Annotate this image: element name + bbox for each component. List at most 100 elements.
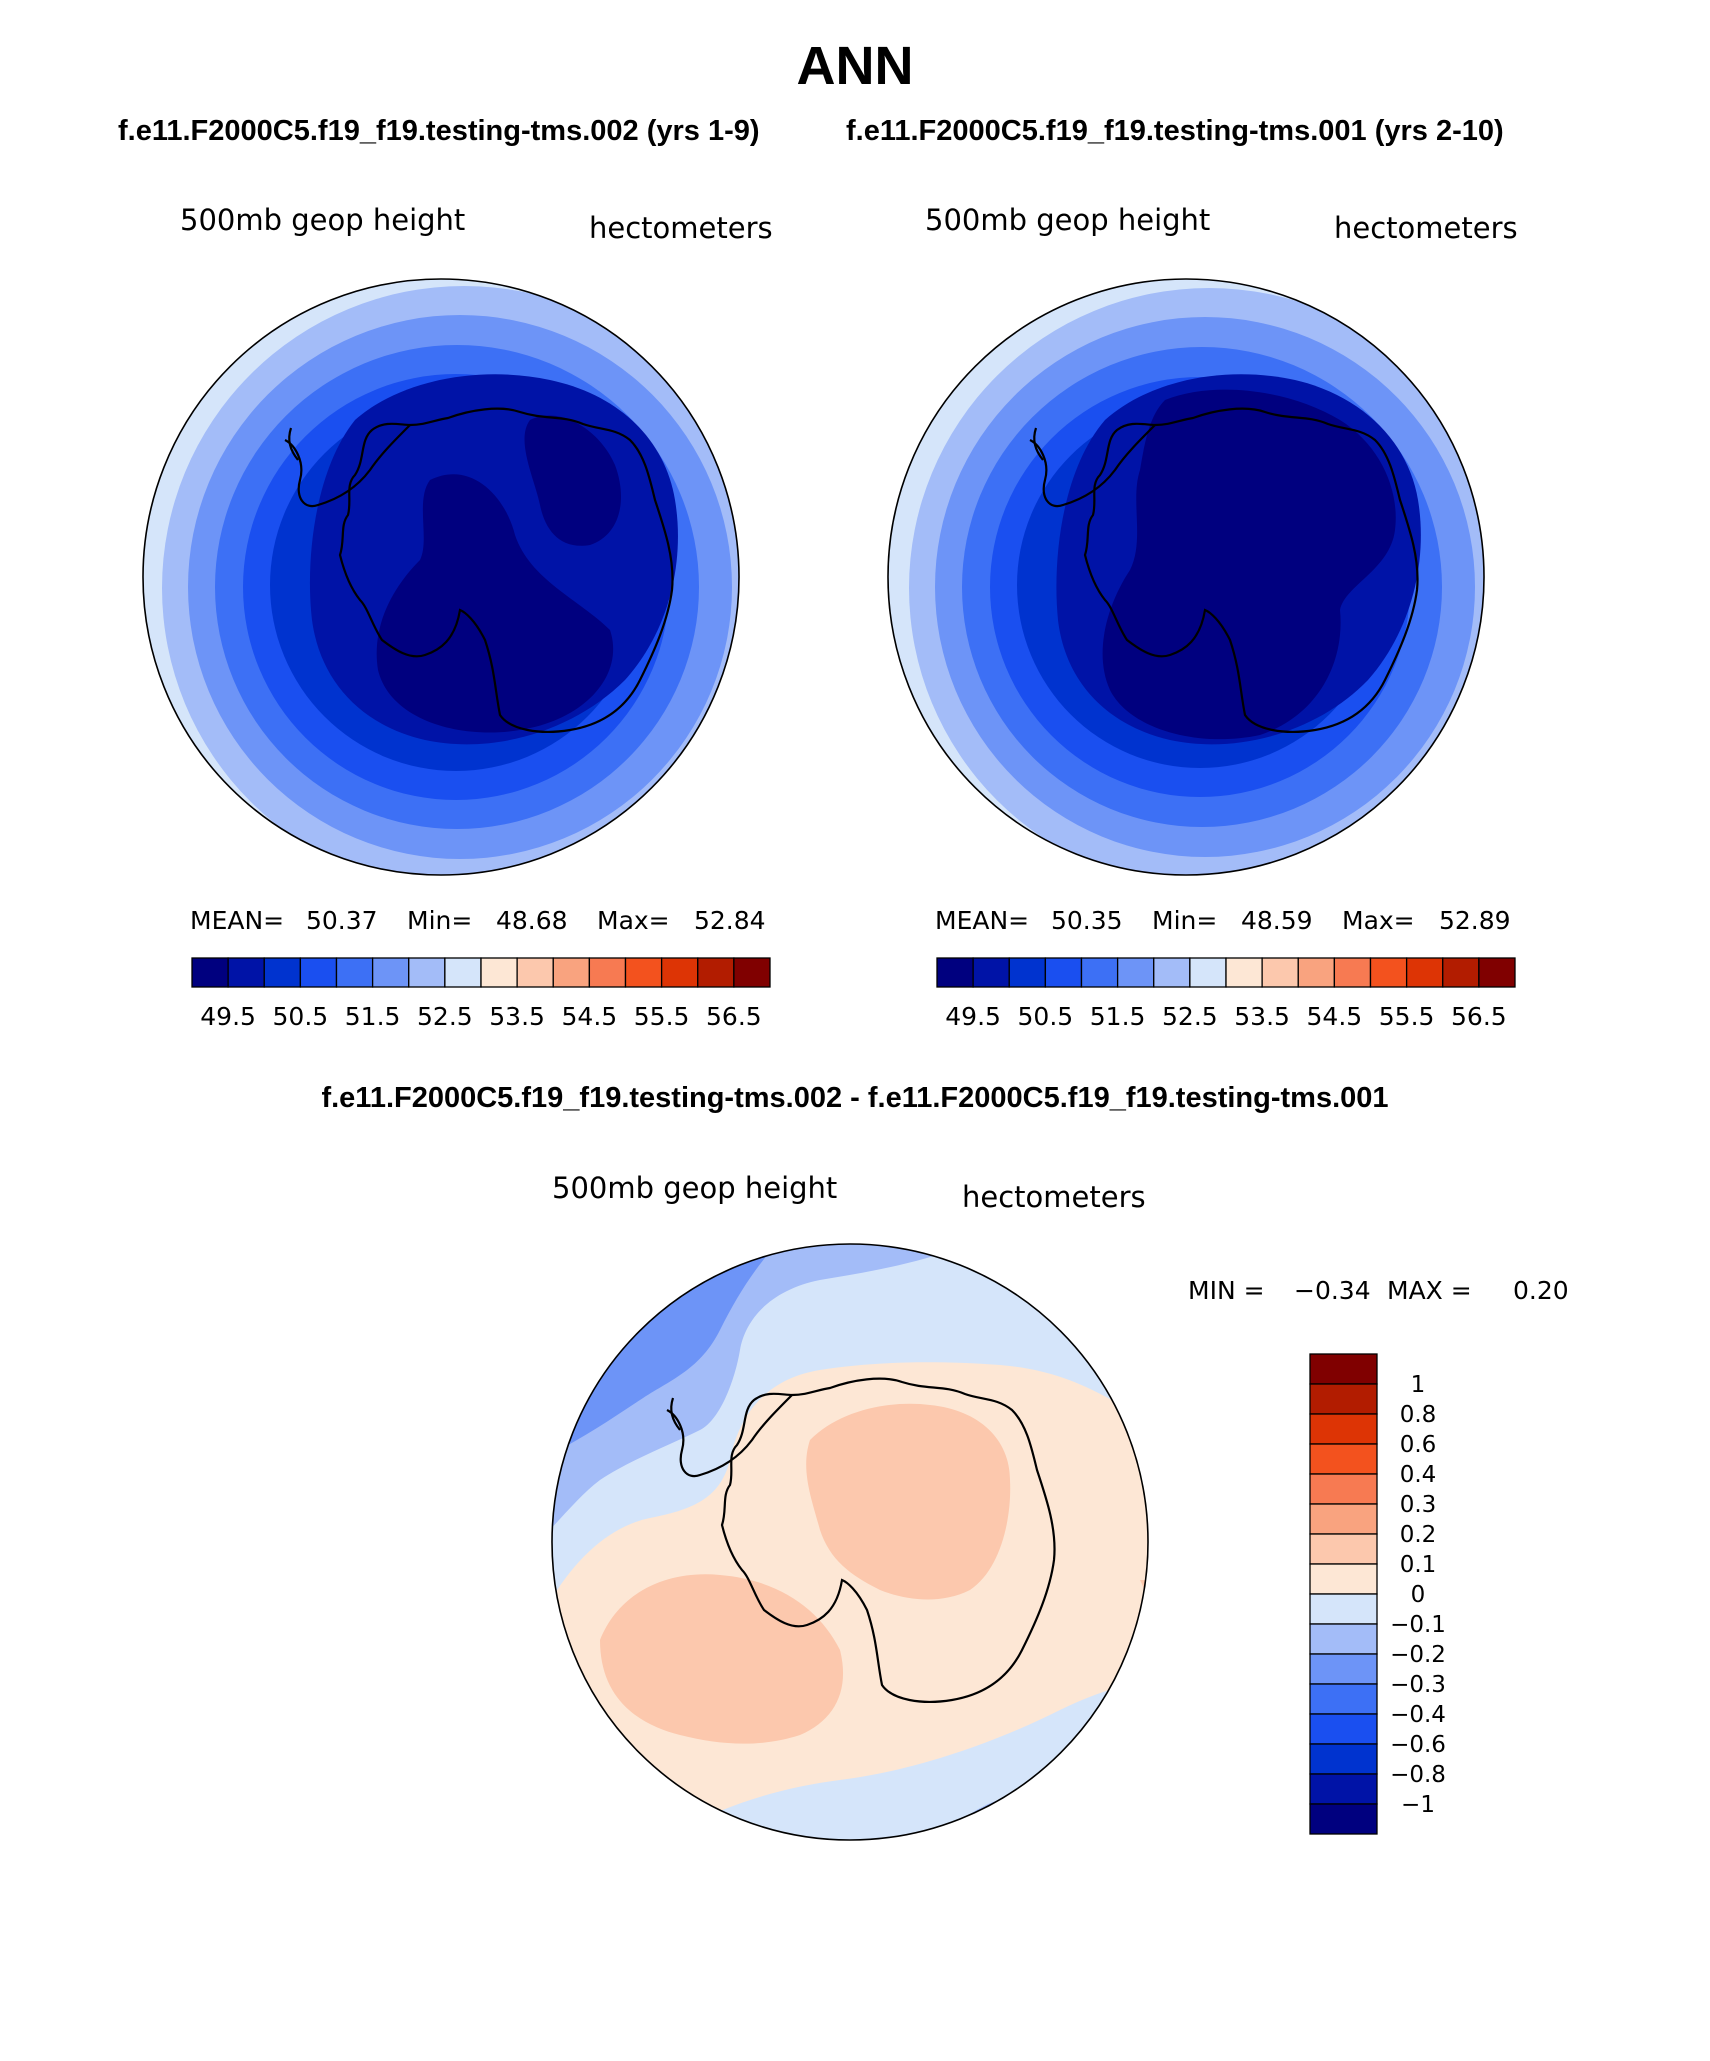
panel-a-colorbar-swatch-14 bbox=[697, 957, 735, 988]
diff-colorbar bbox=[1309, 1353, 1378, 1835]
diff-colorbar-swatch-1 bbox=[1309, 1383, 1378, 1415]
panel-a-colorbar-swatch-4 bbox=[335, 957, 374, 988]
diff-colorbar-swatch-15 bbox=[1309, 1803, 1378, 1835]
diff-colorbar-ticks: 1 0.8 0.6 0.4 0.3 0.2 0.1 0 −0.1 −0.2 −0.3 −0.4 −0.6… bbox=[1390, 1372, 1446, 1818]
panel-b-south-america-tip bbox=[1033, 427, 1044, 461]
panel-b-max-value: 52.89 bbox=[1439, 906, 1511, 935]
diff-colorbar-swatch-5 bbox=[1309, 1503, 1378, 1535]
diff-max-label: MAX = bbox=[1387, 1276, 1472, 1305]
panel-b-colorbar-tick-label: 54.5 bbox=[1307, 1002, 1363, 1031]
panel-a-colorbar-swatch-12 bbox=[624, 957, 663, 988]
panel-b-colorbar bbox=[936, 957, 1516, 988]
panel-a-colorbar-tick-label: 52.5 bbox=[417, 1002, 473, 1031]
diff-colorbar-tick-label: −0.8 bbox=[1390, 1762, 1446, 1788]
panel-a-colorbar-swatch-1 bbox=[227, 957, 265, 988]
diff-panel-variable-label: 500mb geop height bbox=[552, 1171, 837, 1205]
diff-colorbar-swatch-3 bbox=[1309, 1443, 1378, 1475]
diff-colorbar-swatch-14 bbox=[1309, 1773, 1378, 1805]
panel-a-colorbar-tick-label: 56.5 bbox=[706, 1002, 762, 1031]
diff-colorbar-tick-label: 0.6 bbox=[1400, 1432, 1437, 1458]
panel-a-colorbar-swatch-11 bbox=[588, 957, 627, 988]
panel-b-colorbar-swatch-2 bbox=[1008, 957, 1047, 988]
panel-b-colorbar-swatch-14 bbox=[1442, 957, 1480, 988]
diff-colorbar-tick-label: 0.2 bbox=[1400, 1522, 1437, 1548]
panel-b-units-label: hectometers bbox=[1334, 211, 1518, 245]
diff-colorbar-swatch-2 bbox=[1309, 1413, 1378, 1445]
panel-b-colorbar-swatch-7 bbox=[1189, 957, 1227, 988]
panel-b-colorbar-tick-label: 52.5 bbox=[1162, 1002, 1218, 1031]
diff-panel-south-america-tip bbox=[670, 1397, 681, 1431]
diff-min-label: MIN = bbox=[1188, 1276, 1265, 1305]
diff-colorbar-tick-label: −0.1 bbox=[1390, 1612, 1446, 1638]
panel-a-colorbar-swatch-6 bbox=[408, 957, 446, 988]
diff-colorbar-tick-label: 0.8 bbox=[1400, 1402, 1437, 1428]
diff-panel-antarctic-peninsula bbox=[666, 1394, 793, 1478]
panel-b-stats: MEAN= 50.35 Min= 48.59 Max= 52.89 bbox=[935, 906, 1511, 935]
diff-colorbar-tick-label: −0.2 bbox=[1390, 1642, 1446, 1668]
difference-header: f.e11.F2000C5.f19_f19.testing-tms.002 - … bbox=[321, 1082, 1388, 1114]
panel-b-colorbar-tick-label: 50.5 bbox=[1018, 1002, 1074, 1031]
diff-colorbar-tick-label: −0.6 bbox=[1390, 1732, 1446, 1758]
panel-a-colorbar-swatch-8 bbox=[480, 957, 518, 988]
panel-a-variable-label: 500mb geop height bbox=[180, 203, 465, 237]
panel-b-colorbar-swatch-4 bbox=[1080, 957, 1119, 988]
panel-a-south-america-tip bbox=[288, 427, 299, 461]
panel-a-colorbar-swatch-2 bbox=[263, 957, 302, 988]
panel-a-min-value: 48.68 bbox=[496, 906, 568, 935]
panel-b-colorbar-swatch-1 bbox=[972, 957, 1010, 988]
diff-colorbar-swatch-8 bbox=[1309, 1593, 1378, 1625]
panel-b-colorbar-swatch-6 bbox=[1153, 957, 1191, 988]
panel-b-mean-label: MEAN= bbox=[935, 906, 1029, 935]
panel-b-colorbar-swatch-15 bbox=[1478, 957, 1516, 988]
case-a-header: f.e11.F2000C5.f19_f19.testing-tms.002 (y… bbox=[118, 115, 760, 147]
diff-colorbar-tick-label: −1 bbox=[1401, 1792, 1435, 1818]
panel-b-colorbar-swatch-5 bbox=[1116, 957, 1155, 988]
panel-a-colorbar-swatch-15 bbox=[733, 957, 771, 988]
panel-a-map-outline bbox=[142, 278, 740, 876]
panel-a-stats: MEAN= 50.37 Min= 48.68 Max= 52.84 bbox=[190, 906, 766, 935]
diff-colorbar-tick-label: 0.3 bbox=[1400, 1492, 1437, 1518]
figure-title: ANN bbox=[797, 36, 914, 96]
panel-a-colorbar-tick-label: 49.5 bbox=[200, 1002, 256, 1031]
panel-b-colorbar-swatch-0 bbox=[936, 957, 974, 988]
diff-colorbar-swatch-7 bbox=[1309, 1563, 1378, 1595]
panel-b-mean-value: 50.35 bbox=[1051, 906, 1123, 935]
panel-a-colorbar-swatch-5 bbox=[371, 957, 410, 988]
diff-colorbar-swatch-13 bbox=[1309, 1743, 1378, 1775]
panel-a-max-label: Max= bbox=[597, 906, 670, 935]
diff-colorbar-tick-label: 0.4 bbox=[1400, 1462, 1437, 1488]
panel-b-colorbar-swatch-12 bbox=[1369, 957, 1408, 988]
panel-b-colorbar-swatch-9 bbox=[1261, 957, 1299, 988]
diff-band-0.1-to-0.2-west bbox=[600, 1574, 844, 1744]
panel-b-colorbar-swatch-13 bbox=[1405, 957, 1444, 988]
panel-b-colorbar-swatch-8 bbox=[1225, 957, 1263, 988]
diff-panel-antarctica-coastline bbox=[720, 1377, 1056, 1703]
diff-min-value: −0.34 bbox=[1294, 1276, 1371, 1305]
panel-a-mean-value: 50.37 bbox=[306, 906, 378, 935]
panel-b-variable-label: 500mb geop height bbox=[925, 203, 1210, 237]
panel-b-colorbar-tick-label: 49.5 bbox=[945, 1002, 1001, 1031]
panel-b-min-label: Min= bbox=[1152, 906, 1217, 935]
panel-b-map bbox=[887, 278, 1485, 876]
panel-a-colorbar bbox=[191, 957, 771, 988]
panel-a-units-label: hectometers bbox=[589, 211, 773, 245]
diff-colorbar-tick-label: 0 bbox=[1411, 1582, 1426, 1608]
panel-a-colorbar-tick-label: 53.5 bbox=[489, 1002, 545, 1031]
panel-a-colorbar-swatch-9 bbox=[516, 957, 554, 988]
panel-b-min-value: 48.59 bbox=[1241, 906, 1313, 935]
panel-a-colorbar-tick-label: 51.5 bbox=[345, 1002, 401, 1031]
diff-panel-map bbox=[551, 1243, 1149, 1841]
panel-a-colorbar-ticks: 49.5 50.5 51.5 52.5 53.5 54.5 55.5 56.5 bbox=[200, 1002, 761, 1031]
diff-panel-stats: MIN = −0.34 MAX = 0.20 bbox=[1188, 1276, 1569, 1305]
panel-a-colorbar-swatch-13 bbox=[660, 957, 699, 988]
panel-b-colorbar-swatch-3 bbox=[1044, 957, 1083, 988]
diff-band-0.1-to-0.2-east bbox=[806, 1403, 1011, 1600]
diff-colorbar-swatch-0 bbox=[1309, 1353, 1378, 1385]
panel-a-max-value: 52.84 bbox=[694, 906, 766, 935]
diff-panel-units-label: hectometers bbox=[962, 1180, 1146, 1214]
panel-b-max-label: Max= bbox=[1342, 906, 1415, 935]
diff-colorbar-swatch-6 bbox=[1309, 1533, 1378, 1565]
panel-a-colorbar-swatch-7 bbox=[444, 957, 482, 988]
panel-a-colorbar-tick-label: 54.5 bbox=[562, 1002, 618, 1031]
